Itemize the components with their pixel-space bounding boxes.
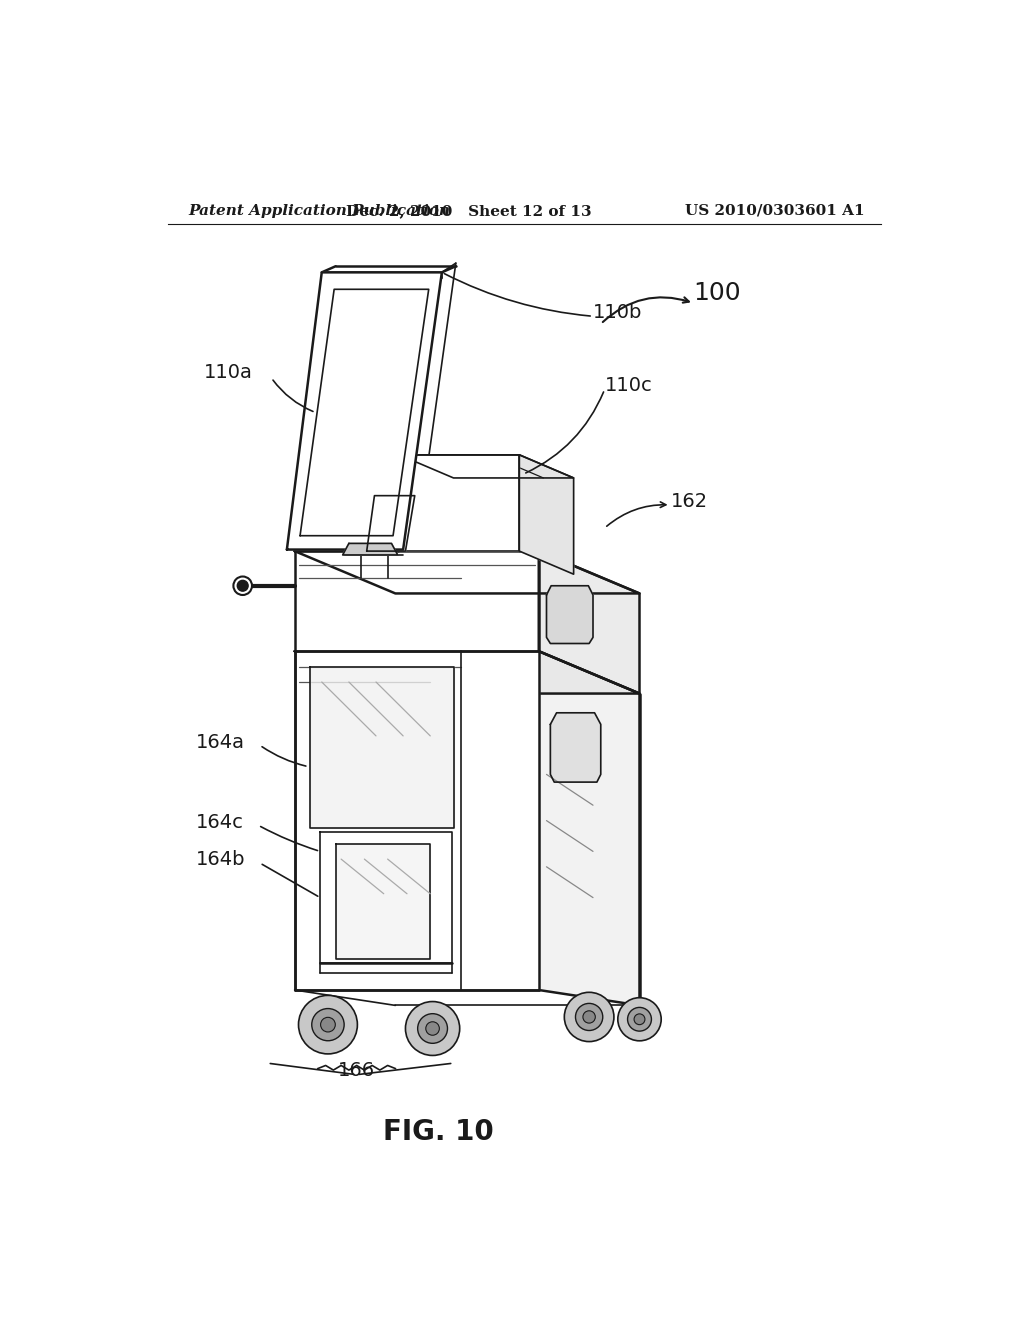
Polygon shape bbox=[539, 651, 640, 1006]
Text: 164b: 164b bbox=[197, 850, 246, 869]
Polygon shape bbox=[367, 496, 415, 552]
Circle shape bbox=[617, 998, 662, 1040]
Polygon shape bbox=[295, 552, 640, 594]
Polygon shape bbox=[343, 544, 397, 554]
Text: Dec. 2, 2010   Sheet 12 of 13: Dec. 2, 2010 Sheet 12 of 13 bbox=[346, 203, 592, 218]
Text: 110a: 110a bbox=[204, 363, 253, 381]
Text: 100: 100 bbox=[693, 281, 741, 305]
Text: FIG. 10: FIG. 10 bbox=[383, 1118, 494, 1147]
Circle shape bbox=[426, 1022, 439, 1035]
Circle shape bbox=[406, 1002, 460, 1056]
Polygon shape bbox=[550, 713, 601, 781]
Circle shape bbox=[583, 1011, 595, 1023]
Polygon shape bbox=[295, 651, 539, 990]
Circle shape bbox=[311, 1008, 344, 1040]
Polygon shape bbox=[295, 552, 539, 651]
Text: 164a: 164a bbox=[197, 733, 245, 751]
Circle shape bbox=[233, 577, 252, 595]
Circle shape bbox=[564, 993, 614, 1041]
Text: Patent Application Publication: Patent Application Publication bbox=[188, 203, 451, 218]
Circle shape bbox=[628, 1007, 651, 1031]
Polygon shape bbox=[519, 455, 573, 574]
Circle shape bbox=[238, 581, 248, 591]
Text: 166: 166 bbox=[338, 1061, 375, 1080]
Polygon shape bbox=[539, 552, 640, 693]
Polygon shape bbox=[336, 843, 430, 960]
Text: 110c: 110c bbox=[604, 376, 652, 395]
Circle shape bbox=[321, 1018, 335, 1032]
Circle shape bbox=[634, 1014, 645, 1024]
Text: 164c: 164c bbox=[197, 813, 244, 832]
Polygon shape bbox=[399, 455, 573, 478]
Polygon shape bbox=[287, 272, 442, 549]
Circle shape bbox=[575, 1003, 603, 1031]
Polygon shape bbox=[295, 651, 640, 693]
Circle shape bbox=[299, 995, 357, 1053]
Circle shape bbox=[418, 1014, 447, 1043]
Polygon shape bbox=[321, 832, 452, 964]
Polygon shape bbox=[399, 455, 519, 552]
Polygon shape bbox=[310, 667, 454, 829]
Polygon shape bbox=[547, 586, 593, 644]
Text: 162: 162 bbox=[671, 491, 708, 511]
Text: 110b: 110b bbox=[593, 302, 642, 322]
Text: US 2010/0303601 A1: US 2010/0303601 A1 bbox=[685, 203, 864, 218]
